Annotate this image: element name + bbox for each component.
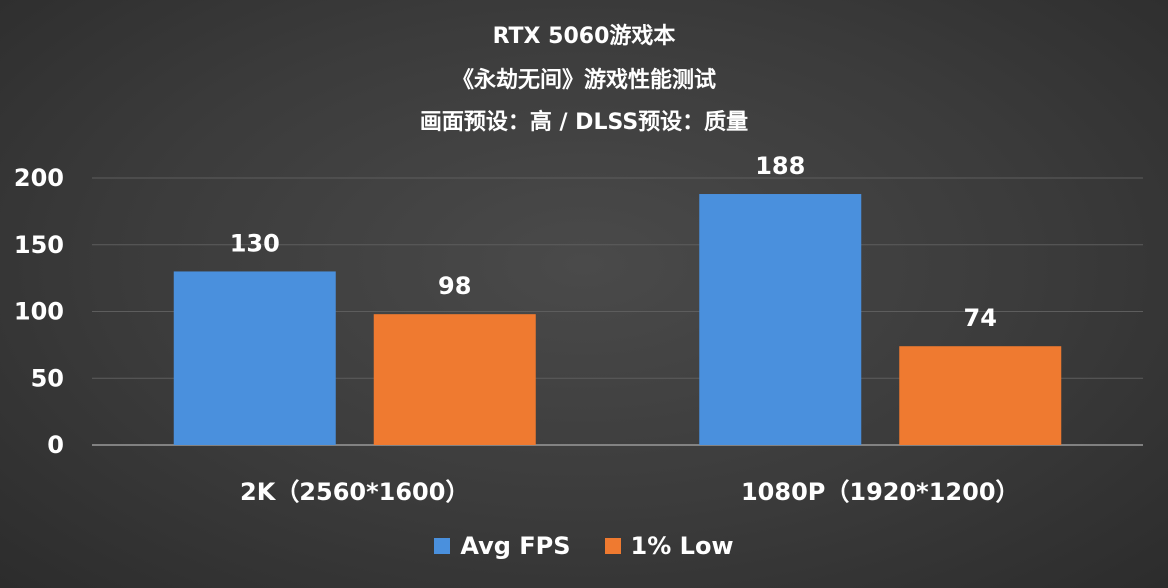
y-tick-label: 100	[14, 298, 64, 326]
y-tick-label: 200	[14, 164, 64, 192]
legend: Avg FPS 1% Low	[0, 532, 1168, 560]
data-label: 98	[438, 272, 471, 300]
y-tick-label: 50	[31, 364, 64, 392]
x-tick-label: 1080P（1920*1200）	[741, 478, 1020, 506]
chart-title-line-3: 画面预设：高 / DLSS预设：质量	[419, 110, 749, 135]
legend-item-1pct-low: 1% Low	[604, 532, 734, 560]
bar	[173, 271, 336, 445]
data-label: 74	[964, 304, 997, 332]
bar	[699, 194, 862, 445]
bar	[899, 346, 1062, 445]
chart-title-line-2: 《永劫无间》游戏性能测试	[451, 68, 716, 93]
y-tick-label: 150	[14, 231, 64, 259]
legend-label-1pct-low: 1% Low	[630, 532, 734, 560]
legend-label-avg-fps: Avg FPS	[460, 532, 571, 560]
data-label: 130	[230, 229, 280, 257]
chart-title-line-1: RTX 5060游戏本	[492, 24, 676, 49]
legend-swatch-1pct-low	[604, 538, 621, 554]
legend-swatch-avg-fps	[434, 538, 451, 554]
bar	[373, 314, 536, 445]
data-label: 188	[755, 152, 805, 180]
x-tick-label: 2K（2560*1600）	[240, 478, 469, 506]
legend-item-avg-fps: Avg FPS	[434, 532, 571, 560]
y-tick-label: 0	[47, 431, 64, 459]
